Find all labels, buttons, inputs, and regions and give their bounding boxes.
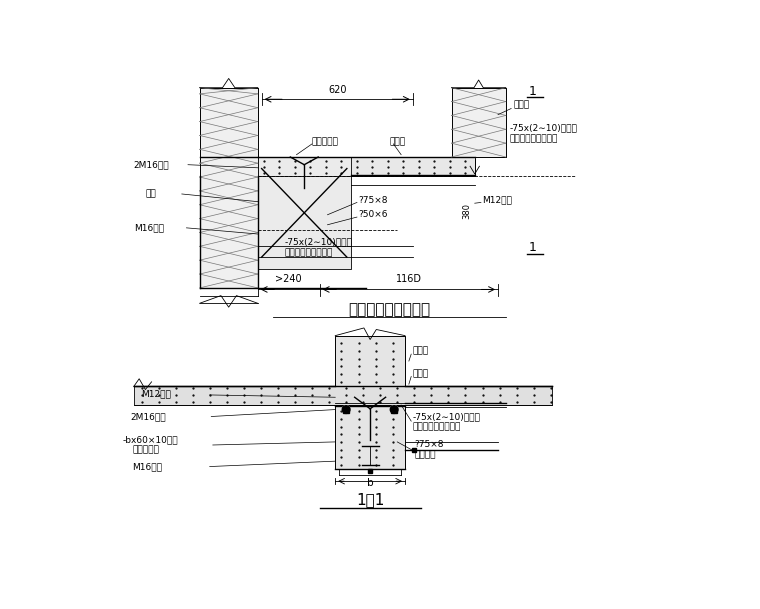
Text: 後此焊接: 後此焊接: [414, 451, 435, 460]
Text: 悬挑梁: 悬挑梁: [389, 137, 406, 146]
Bar: [335, 336, 405, 387]
Text: -75x(2∼10)钉板楔: -75x(2∼10)钉板楔: [285, 238, 353, 246]
Text: 顶紧后，与角锆焊接: 顶紧后，与角锆焊接: [285, 248, 333, 257]
Circle shape: [342, 406, 350, 414]
Text: ?50×6: ?50×6: [359, 210, 388, 219]
Circle shape: [342, 406, 350, 414]
Text: 2M16螺栓: 2M16螺栓: [134, 160, 169, 169]
Bar: [134, 387, 553, 405]
Text: -bx60×10钢板: -bx60×10钢板: [122, 435, 178, 444]
Text: 1－1: 1－1: [356, 492, 385, 507]
Bar: [258, 157, 475, 176]
Text: 1: 1: [529, 85, 537, 98]
Text: M12锚栓: M12锚栓: [141, 390, 171, 399]
Circle shape: [391, 406, 398, 414]
Text: -75x(2∼10)钢板楔: -75x(2∼10)钢板楔: [413, 412, 480, 421]
Text: 顶紧后，与角锆焊接: 顶紧后，与角锆焊接: [510, 134, 558, 143]
Text: -75x(2∼10)钉板楔: -75x(2∼10)钉板楔: [510, 123, 578, 132]
Text: 116D: 116D: [396, 274, 422, 284]
Text: 与角钢焊接: 与角钢焊接: [132, 445, 159, 454]
Bar: [451, 88, 505, 157]
Text: 2M16螺栓: 2M16螺栓: [130, 412, 166, 421]
Text: 380: 380: [463, 203, 471, 219]
Text: b: b: [367, 477, 373, 488]
Text: 镜板: 镜板: [145, 189, 156, 199]
Text: ?75×8: ?75×8: [359, 195, 388, 205]
Text: 栏板墙: 栏板墙: [413, 347, 429, 356]
Text: >240: >240: [275, 274, 302, 284]
Text: 悬挑梁: 悬挑梁: [413, 370, 429, 379]
Bar: [200, 88, 258, 288]
Text: ?75×8: ?75×8: [414, 440, 444, 449]
Text: 棁式阳台支架法加固: 棁式阳台支架法加固: [348, 302, 431, 317]
Bar: [335, 336, 405, 387]
Bar: [451, 88, 505, 157]
Bar: [200, 88, 258, 288]
Bar: [335, 405, 405, 469]
Bar: [335, 405, 405, 469]
Text: 1: 1: [529, 241, 537, 255]
Text: 座乳胶水泥: 座乳胶水泥: [312, 137, 339, 146]
Text: 620: 620: [328, 85, 347, 94]
Circle shape: [391, 406, 398, 414]
Text: 栏板墙: 栏板墙: [514, 100, 530, 109]
Bar: [258, 157, 351, 269]
Text: M16锚栓: M16锚栓: [132, 462, 162, 471]
Text: M16鸺栓: M16鸺栓: [134, 224, 163, 233]
Text: 顶紧后，与角钢焊接: 顶紧后，与角钢焊接: [413, 422, 461, 431]
Text: M12鸺栓: M12鸺栓: [483, 195, 512, 205]
